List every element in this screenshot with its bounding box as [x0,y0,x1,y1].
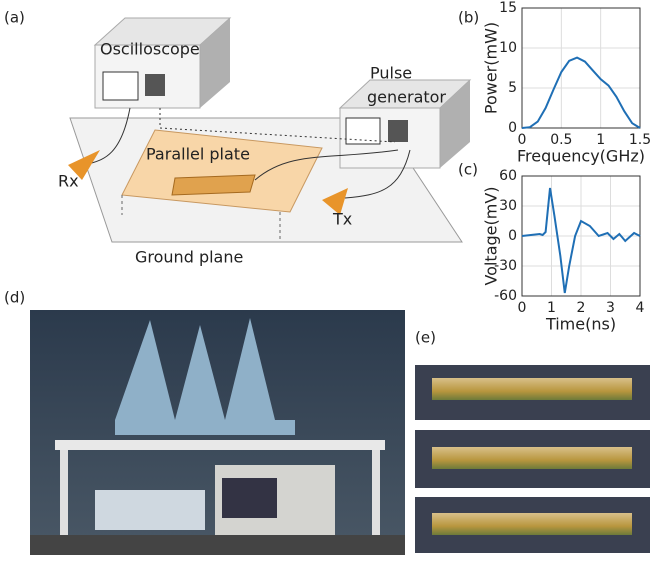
panel-label: (d) [4,289,25,307]
y-tick-label: 0 [508,120,517,136]
y-tick-label: -60 [494,288,517,304]
y-axis-label: Power(mW) [482,22,501,114]
panel-label: (a) [4,9,25,27]
panel-label: (c) [458,161,478,179]
scope-screen [103,72,138,100]
label: Pulse [370,64,412,83]
y-tick-label: 60 [499,168,517,184]
x-tick-label: 0 [518,300,527,316]
y-tick-label: 10 [499,40,517,56]
plot-area [522,8,640,128]
x-tick-label: 4 [636,300,645,316]
label: Parallel plate [146,145,250,164]
panel-label: (e) [415,329,436,347]
photo-d [30,310,405,555]
label: Tx [332,210,352,229]
label: Ground plane [135,248,243,267]
panel-label: (b) [458,9,479,27]
label: Oscilloscope [100,40,200,59]
x-axis-label: Frequency(GHz) [517,147,645,166]
photo-e [415,365,650,553]
y-tick-label: 15 [499,0,517,16]
y-axis-label: Voltage(mV) [482,186,501,285]
gen-screen [346,118,380,144]
label: Rx [58,172,79,191]
y-tick-label: 30 [499,198,517,214]
figure: (a) Oscilloscope Pulse generator Paralle… [0,0,654,563]
label: generator [367,88,446,107]
gen-keys [388,120,408,142]
y-tick-label: 0 [508,228,517,244]
x-axis-label: Time(ns) [545,315,616,334]
scope-keys [145,74,165,96]
y-tick-label: 5 [508,80,517,96]
strip [172,175,255,195]
